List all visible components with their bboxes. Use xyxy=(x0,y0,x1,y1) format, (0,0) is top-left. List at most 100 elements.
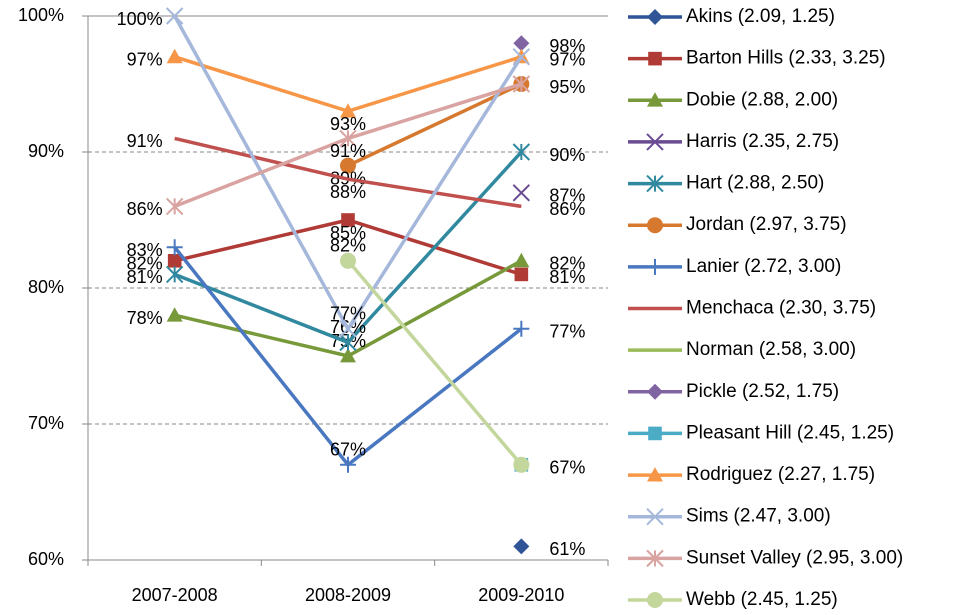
marker xyxy=(513,538,530,555)
legend-label: Menchaca (2.30, 3.75) xyxy=(686,298,876,319)
series: 91% 88% 86% xyxy=(127,131,586,219)
data-label: 83% xyxy=(127,240,163,260)
data-label: 86% xyxy=(127,199,163,219)
series-line xyxy=(346,259,523,466)
marker xyxy=(341,213,355,227)
marker xyxy=(512,143,531,161)
marker xyxy=(165,7,184,25)
legend-label: Barton Hills (2.33, 3.25) xyxy=(686,48,886,69)
data-label: 87% xyxy=(549,186,585,206)
legend-label: Dobie (2.88, 2.00) xyxy=(686,89,838,110)
marker xyxy=(647,467,663,482)
x-tick-label: 2007-2008 xyxy=(132,585,218,605)
marker xyxy=(513,35,530,52)
series: 78%75%82% xyxy=(127,252,585,363)
data-label: 82% xyxy=(127,254,163,274)
series: 83% 67% 77% xyxy=(127,239,585,473)
series: 98% xyxy=(513,35,585,56)
legend-label: Pickle (2.52, 1.75) xyxy=(686,381,839,402)
legend-label: Sims (2.47, 3.00) xyxy=(686,506,831,527)
data-label: 78% xyxy=(127,308,163,328)
marker xyxy=(513,456,530,473)
y-tick-label: 60% xyxy=(28,549,64,569)
marker xyxy=(339,129,357,148)
x-tick-label: 2008-2009 xyxy=(305,585,391,605)
data-label: 91% xyxy=(330,141,366,161)
marker xyxy=(647,258,663,275)
series: 61% xyxy=(513,538,585,559)
marker xyxy=(647,217,663,234)
series: 86% 91% xyxy=(127,75,531,219)
data-label: 81% xyxy=(549,267,585,287)
x-tick-label: 2009-2010 xyxy=(478,585,564,605)
legend-label: Lanier (2.72, 3.00) xyxy=(686,256,841,277)
data-label: 88% xyxy=(330,182,366,202)
y-tick-label: 90% xyxy=(28,141,64,161)
series-line xyxy=(174,136,522,209)
marker xyxy=(512,75,531,93)
marker xyxy=(340,456,356,473)
marker xyxy=(165,265,184,284)
marker xyxy=(647,92,663,107)
data-label: 85% xyxy=(330,223,366,243)
marker xyxy=(648,426,662,441)
legend-label: Pleasant Hill (2.45, 1.25) xyxy=(686,422,894,443)
marker xyxy=(165,197,184,216)
series: 100% 77% xyxy=(117,7,531,338)
marker xyxy=(513,320,530,337)
series-line xyxy=(347,82,523,168)
marker xyxy=(646,133,664,151)
marker xyxy=(340,252,356,269)
data-label: 67% xyxy=(549,458,585,478)
data-label: 81% xyxy=(127,267,163,287)
marker xyxy=(646,174,664,193)
marker xyxy=(340,103,356,118)
marker xyxy=(514,267,529,282)
legend-label: Norman (2.58, 3.00) xyxy=(686,339,856,360)
series: 82%85%81% xyxy=(127,213,585,287)
legend-label: Jordan (2.97, 3.75) xyxy=(686,214,847,235)
marker xyxy=(340,157,356,174)
legend-label: Sunset Valley (2.95, 3.00) xyxy=(686,547,903,568)
marker xyxy=(166,48,183,64)
marker xyxy=(339,333,357,352)
series-line xyxy=(174,55,522,114)
marker xyxy=(512,184,531,202)
marker xyxy=(166,307,183,322)
series: 82% xyxy=(330,236,530,473)
data-label: 90% xyxy=(549,145,585,165)
marker xyxy=(513,252,530,268)
marker xyxy=(646,549,664,568)
data-label: 100% xyxy=(117,9,163,29)
legend-label: Akins (2.09, 1.25) xyxy=(686,6,835,27)
legend-label: Rodriguez (2.27, 1.75) xyxy=(686,464,875,485)
marker xyxy=(512,48,531,66)
data-label: 95% xyxy=(549,77,585,97)
data-label: 82% xyxy=(549,254,585,274)
marker xyxy=(339,320,357,338)
marker xyxy=(646,508,664,526)
series: 87% xyxy=(512,184,585,206)
data-label: 77% xyxy=(549,322,585,342)
data-label: 86% xyxy=(549,199,585,219)
data-label: 98% xyxy=(549,36,585,56)
legend-label: Hart (2.88, 2.50) xyxy=(686,173,824,194)
y-tick-label: 80% xyxy=(28,277,64,297)
y-tick-label: 100% xyxy=(18,5,64,25)
marker xyxy=(647,383,663,400)
marker xyxy=(340,348,356,363)
data-label: 91% xyxy=(127,131,163,151)
data-label: 93% xyxy=(330,114,366,134)
y-tick-label: 70% xyxy=(28,413,64,433)
data-label: 67% xyxy=(330,440,366,460)
data-label: 82% xyxy=(330,236,366,256)
marker xyxy=(647,9,663,25)
legend-label: Webb (2.45, 1.25) xyxy=(686,589,838,610)
legend-label: Harris (2.35, 2.75) xyxy=(686,131,839,152)
marker xyxy=(647,592,663,608)
data-label: 97% xyxy=(127,50,163,70)
marker xyxy=(167,254,182,268)
data-label: 61% xyxy=(549,539,585,559)
